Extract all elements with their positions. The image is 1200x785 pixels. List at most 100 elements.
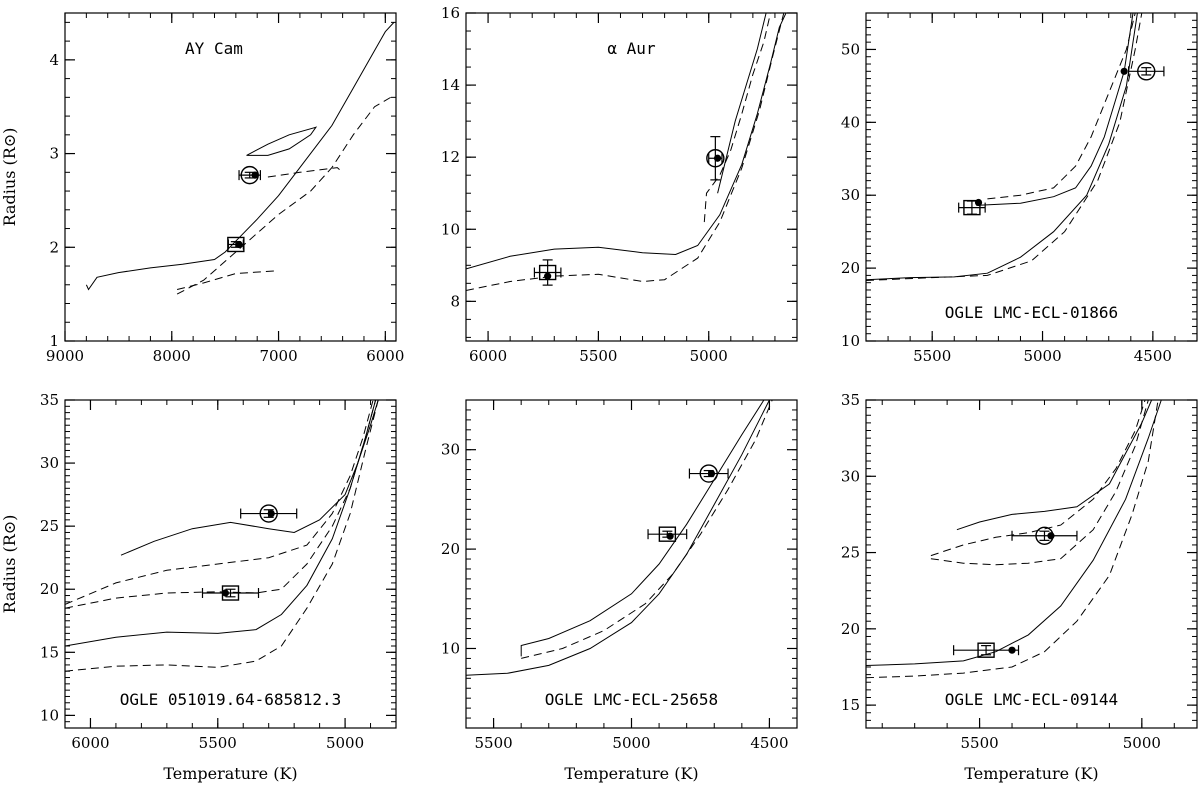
y-tick-label: 4 [49, 51, 59, 69]
model-point [251, 171, 259, 179]
x-tick-label: 5000 [1123, 734, 1161, 752]
y-tick-label: 30 [40, 454, 59, 472]
track-solid [246, 126, 318, 156]
x-tick-label: 4500 [750, 734, 788, 752]
secondary-star-marker [963, 199, 981, 216]
secondary-star-marker [227, 236, 245, 253]
x-tick-label: 6000 [71, 734, 109, 752]
y-tick-label: 20 [441, 540, 460, 558]
track-solid [85, 22, 395, 291]
observed-square [958, 199, 986, 216]
y-tick-label: 15 [841, 696, 860, 714]
x-tick-label: 9000 [46, 347, 84, 365]
track-dashed [930, 400, 1149, 566]
y-tick-label: 1 [49, 332, 59, 350]
y-tick-label: 12 [441, 148, 460, 166]
track-dashed [176, 270, 279, 290]
y-tick-label: 10 [441, 220, 460, 238]
model-point [1008, 646, 1016, 654]
panel-annotation: AY Cam [185, 39, 243, 58]
track-dashed [65, 400, 374, 605]
x-tick-label: 7000 [259, 347, 297, 365]
x-tick-label: 6000 [366, 347, 404, 365]
y-tick-label: 25 [40, 517, 59, 535]
y-tick-label: 30 [841, 467, 860, 485]
primary-star-marker [699, 464, 718, 483]
panel-lmc-ecl-09144: 5500 5000 15 20 25 30 35 Temperature (K) OGLE LM… [841, 391, 1198, 783]
x-tick-label: 6000 [469, 347, 507, 365]
model-point [713, 154, 722, 162]
panel-annotation: α Aur [607, 39, 656, 58]
y-tick-label: 2 [49, 238, 59, 256]
panel-lmc-ecl-25658: 5500 5000 4500 10 20 30 Temperature (K) OGLE LM… [441, 399, 798, 783]
primary-star-marker [1137, 62, 1156, 81]
track-dashed [930, 400, 1146, 557]
y-tick-label: 20 [841, 620, 860, 638]
x-tick-label: 5500 [913, 347, 951, 365]
track-dashed [176, 95, 395, 295]
model-point [974, 198, 983, 207]
model-point [1120, 67, 1128, 75]
y-tick-label: 10 [841, 332, 860, 350]
y-tick-label: 10 [441, 639, 460, 657]
x-tick-label: 5500 [199, 734, 237, 752]
track-solid [717, 13, 767, 194]
y-tick-label: 8 [450, 292, 460, 310]
track-solid [866, 13, 1138, 281]
plot-frame [865, 12, 1198, 342]
model-point [221, 589, 230, 597]
plot-frame [465, 399, 798, 729]
panel-lmc-ecl-01866: 5500 5000 4500 10 20 30 40 50 OGLE LMC-ECL-01866 [841, 12, 1198, 365]
plot-frame [465, 12, 798, 342]
plot-frame [865, 399, 1198, 729]
panel-annotation: OGLE LMC-ECL-01866 [945, 303, 1118, 322]
model-point [267, 509, 275, 518]
series-group [866, 400, 1162, 679]
y-tick-label: 40 [841, 113, 860, 131]
model-point [544, 272, 552, 280]
y-tick-label: 25 [841, 544, 860, 562]
x-tick-label: 5000 [1023, 347, 1061, 365]
panel-annotation: OGLE 051019.64-685812.3 [120, 690, 342, 709]
x-tick-label: 5000 [612, 734, 650, 752]
y-tick-label: 14 [441, 76, 460, 94]
x-tick-label: 5500 [474, 734, 512, 752]
track-dashed [521, 400, 773, 659]
y-tick-label: 35 [841, 391, 860, 409]
panel-annotation: OGLE LMC-ECL-25658 [545, 690, 718, 709]
x-tick-label: 5000 [326, 734, 364, 752]
y-tick-label: 16 [441, 4, 460, 22]
observed-circle [1011, 526, 1078, 545]
y-tick-label: 50 [841, 40, 860, 58]
panel-alpha-aur: 6000 5500 5000 8 10 12 14 16 α Aur [441, 4, 798, 365]
x-tick-label: 5500 [579, 347, 617, 365]
track-dashed [866, 13, 1143, 281]
plot-frame [64, 12, 397, 342]
secondary-star-marker [658, 526, 677, 542]
y-axis-label: Radius (R⊙) [0, 515, 19, 614]
y-tick-label: 3 [49, 145, 59, 163]
series-group [65, 400, 379, 672]
x-tick-label: 4500 [1134, 347, 1172, 365]
x-tick-label: 5500 [960, 734, 998, 752]
track-dashed [267, 167, 343, 178]
observed-square [953, 642, 1020, 658]
y-tick-label: 30 [841, 186, 860, 204]
panel-ogle-051019: 6000 5500 5000 10 15 20 25 30 35 Temperature (K) R… [0, 391, 397, 783]
series-group [866, 13, 1143, 281]
track-solid [65, 400, 377, 647]
observed-square [533, 259, 562, 286]
track-solid [976, 13, 1134, 206]
secondary-star-marker [977, 642, 995, 658]
y-tick-label: 30 [441, 441, 460, 459]
primary-star-marker [259, 504, 278, 523]
primary-star-marker [706, 149, 725, 168]
plot-frame [64, 399, 397, 729]
track-dashed [987, 13, 1136, 200]
model-point [666, 532, 674, 540]
x-tick-label: 5000 [690, 347, 728, 365]
track-solid [466, 400, 770, 676]
track-solid [956, 400, 1153, 531]
panel-annotation: OGLE LMC-ECL-09144 [945, 690, 1118, 709]
